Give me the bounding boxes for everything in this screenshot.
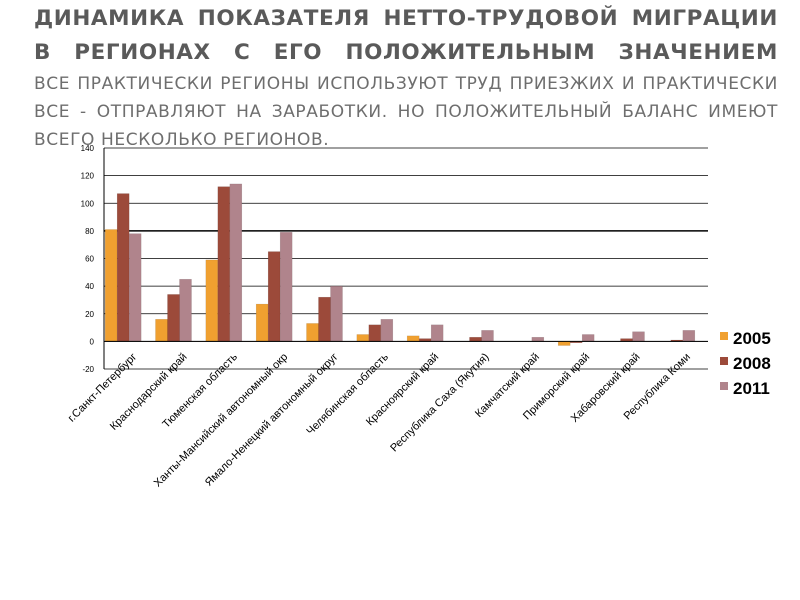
bar-2011 bbox=[682, 330, 696, 342]
bars bbox=[104, 183, 696, 346]
y-tick-label: 0 bbox=[90, 337, 95, 346]
bar-2005 bbox=[356, 334, 370, 342]
legend: 2005 2008 2011 bbox=[720, 329, 771, 398]
y-tick-label: 60 bbox=[85, 255, 94, 264]
bar-2008 bbox=[116, 193, 130, 342]
category-label: Республика Саха (Якутия) bbox=[388, 351, 491, 454]
bar-2011 bbox=[581, 334, 595, 342]
bar-2011 bbox=[481, 330, 494, 342]
category-label: Челябинская область bbox=[304, 351, 391, 438]
bar-2011 bbox=[430, 324, 444, 342]
y-axis-ticks: -20 0 20 40 60 80 100 120 140 bbox=[81, 144, 95, 374]
bar-2011 bbox=[330, 285, 343, 342]
bar-2005 bbox=[155, 319, 168, 342]
bar-2005 bbox=[205, 259, 219, 342]
slide-subtitle: Все практически регионы используют труд … bbox=[34, 74, 778, 150]
bar-2005 bbox=[306, 323, 319, 342]
slide-title: Динамика показателя нетто-трудовой мигра… bbox=[34, 6, 778, 65]
bar-2011 bbox=[632, 331, 645, 342]
gridlines bbox=[104, 147, 708, 370]
bar-2005 bbox=[104, 229, 118, 342]
legend-swatch-2011 bbox=[720, 382, 728, 390]
y-tick-label: -20 bbox=[82, 365, 94, 374]
y-tick-label: 140 bbox=[81, 144, 95, 153]
bar-2011 bbox=[128, 233, 142, 342]
y-tick-label: 80 bbox=[85, 227, 94, 236]
legend-label-2008: 2008 bbox=[733, 354, 771, 373]
bar-2005 bbox=[255, 303, 269, 342]
legend-label-2011: 2011 bbox=[733, 379, 770, 398]
bar-2005 bbox=[557, 341, 571, 346]
legend-label-2005: 2005 bbox=[733, 329, 771, 348]
y-tick-label: 40 bbox=[85, 282, 94, 291]
bar-2008 bbox=[267, 251, 281, 342]
bar-2011 bbox=[179, 278, 192, 342]
bar-2008 bbox=[469, 336, 482, 342]
bar-2008 bbox=[318, 296, 331, 342]
legend-swatch-2005 bbox=[720, 332, 728, 340]
bar-2011 bbox=[279, 232, 293, 342]
y-tick-label: 120 bbox=[81, 172, 95, 181]
bar-2011 bbox=[531, 336, 545, 342]
axes bbox=[103, 148, 708, 369]
bar-2011 bbox=[229, 183, 243, 342]
y-tick-label: 20 bbox=[85, 310, 94, 319]
legend-swatch-2008 bbox=[720, 357, 728, 365]
bar-2011 bbox=[380, 319, 394, 342]
bar-2008 bbox=[217, 186, 231, 342]
y-tick-label: 100 bbox=[81, 199, 95, 208]
bar-2008 bbox=[368, 324, 382, 342]
bar-2005 bbox=[406, 335, 420, 342]
bar-2008 bbox=[167, 294, 180, 342]
